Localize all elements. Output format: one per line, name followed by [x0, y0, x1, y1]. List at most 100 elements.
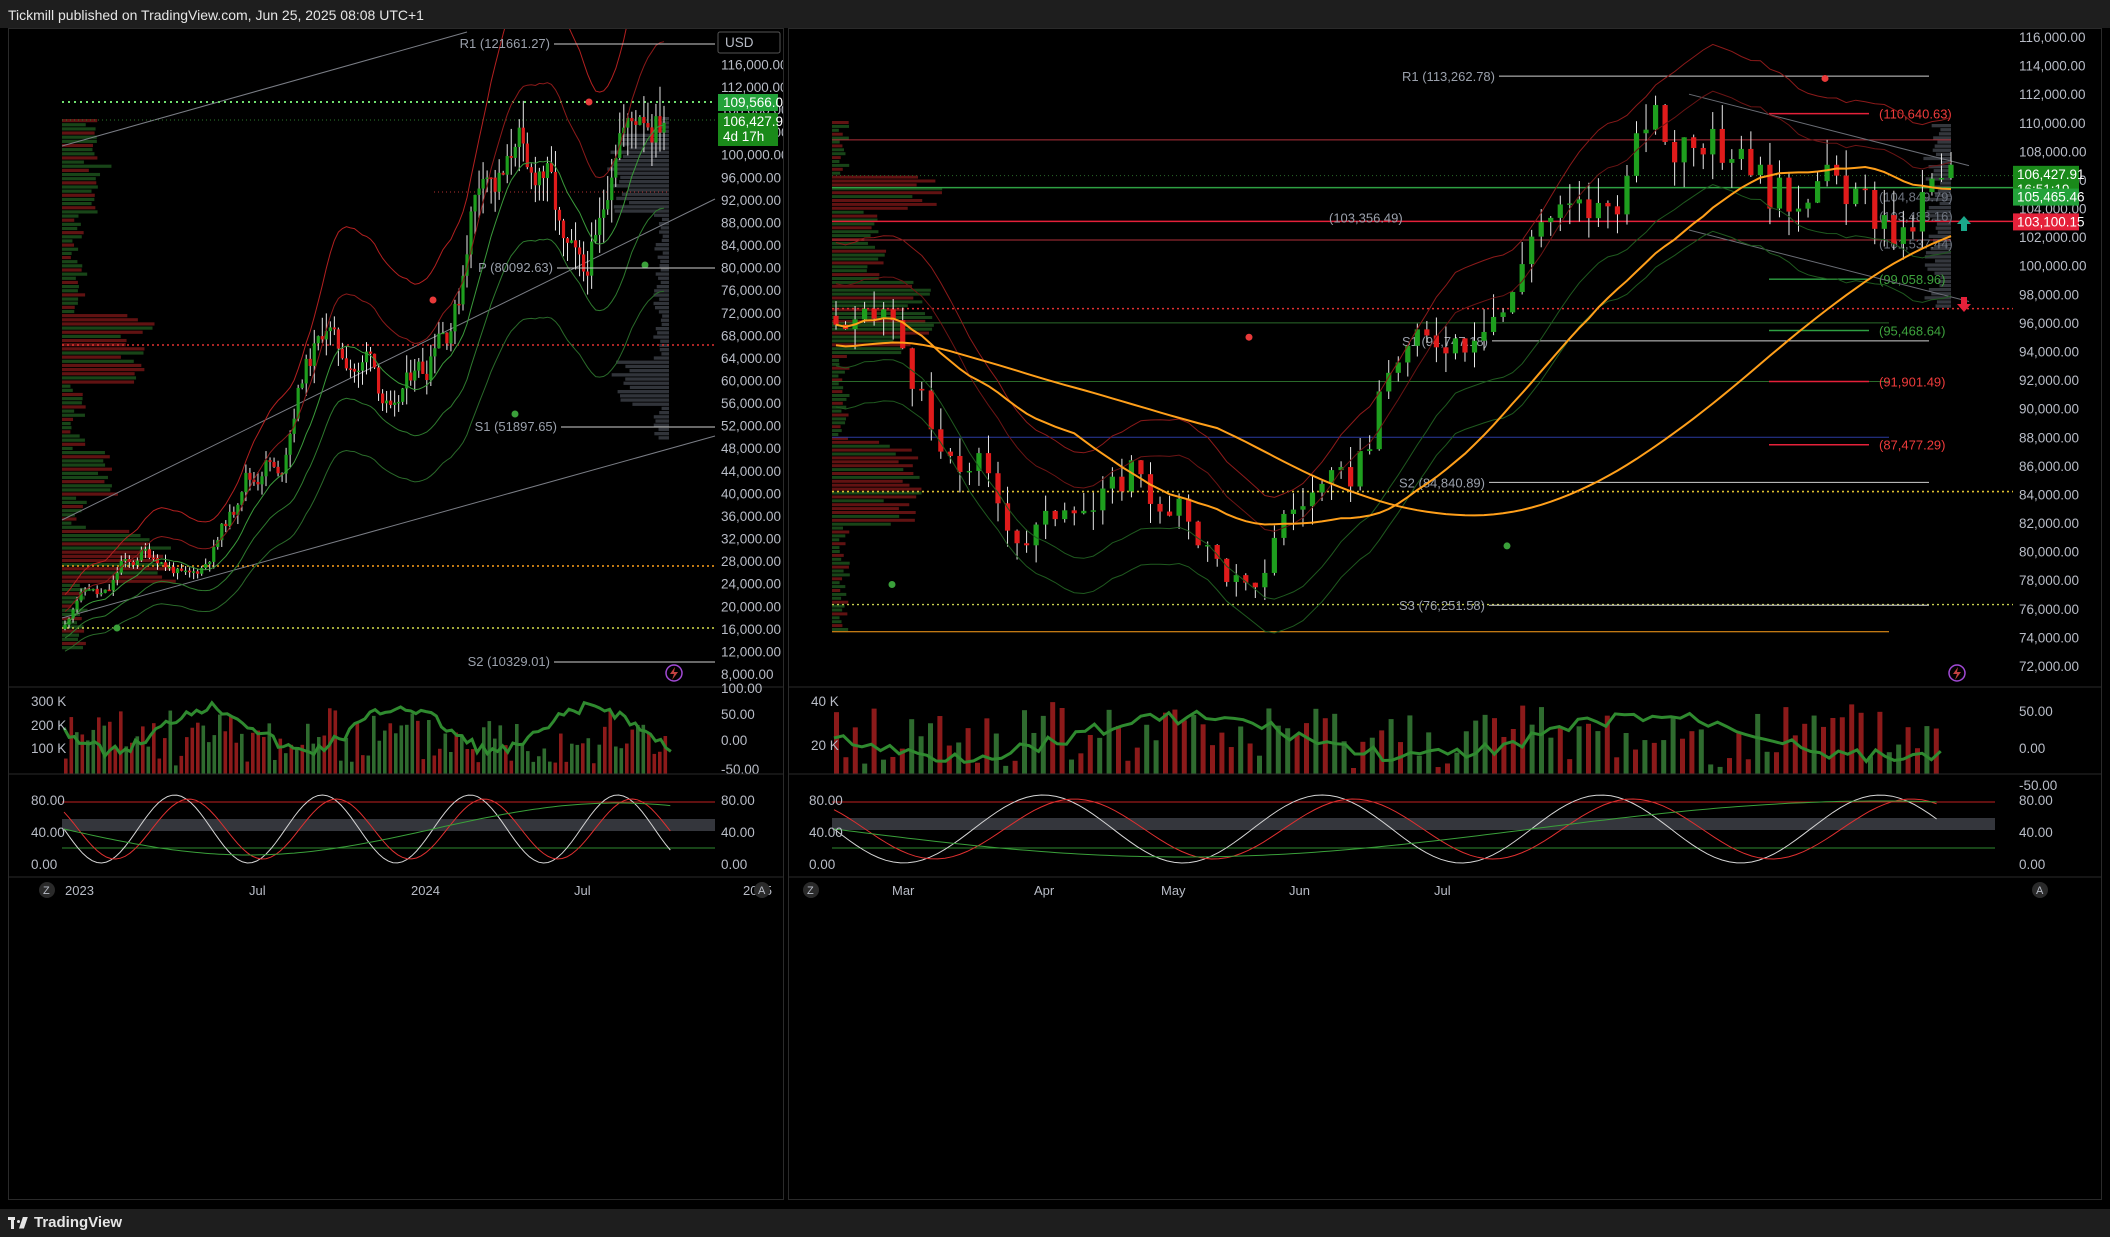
left-chart-svg[interactable]: R1 (121661.27) P (80092.63) S1 (51897.65) S…: [9, 29, 783, 1199]
currency-selector-label[interactable]: USD: [725, 35, 754, 50]
oscillator-axis-tick: -50.00: [721, 762, 759, 777]
volume-bar: [1520, 705, 1526, 774]
candle-body: [240, 492, 244, 505]
volume-bar: [1755, 713, 1761, 774]
volume-bar: [476, 762, 481, 774]
zoom-button-label[interactable]: Z: [807, 885, 814, 897]
oscillator-axis-tick: 100.00: [721, 681, 762, 696]
volume-bar: [1473, 720, 1479, 774]
volume-profile-bar: [62, 264, 83, 268]
auto-scale-button-bg[interactable]: [754, 882, 770, 898]
volume-profile-bar-right: [660, 259, 669, 264]
volume-bar: [1764, 751, 1770, 774]
candle-body: [976, 453, 982, 471]
auto-scale-button-label[interactable]: A: [758, 885, 766, 897]
volume-profile-bar: [832, 530, 850, 534]
signal-dot: [429, 296, 437, 304]
price-axis-tick: 74,000.00: [2019, 630, 2079, 645]
volume-profile-bar: [62, 392, 83, 397]
candle-body: [1710, 128, 1716, 155]
volume-profile-bar-right: [659, 297, 669, 301]
volume-profile-bar: [62, 255, 71, 260]
volume-bar: [1689, 731, 1695, 774]
bollinger-lower-inner: [835, 184, 1952, 600]
candle-body: [324, 331, 328, 340]
volume-bar: [1839, 717, 1845, 774]
volume-profile-bar: [62, 355, 121, 359]
right-chart-svg[interactable]: R1 (113,262.78)S1 (94,747.18)S2 (84,840.…: [789, 29, 2101, 1199]
volume-bar: [1247, 743, 1253, 774]
volume-profile-bar: [62, 492, 118, 496]
volume-profile-bar: [832, 460, 899, 464]
tradingview-brand[interactable]: TradingView: [8, 1214, 122, 1231]
candle-body: [296, 387, 300, 419]
auto-scale-button-bg[interactable]: [2032, 882, 2048, 898]
volume-bar: [493, 738, 497, 774]
lightning-alert-icon[interactable]: [1948, 664, 1966, 682]
volume-bar: [625, 743, 629, 774]
level-green-label: (95,468.64): [1879, 324, 1946, 339]
volume-profile-bar: [62, 322, 155, 326]
candle-body: [280, 473, 284, 475]
volume-bar: [937, 716, 943, 774]
candle-body: [561, 220, 566, 239]
volume-profile-bar-right: [653, 335, 669, 339]
volume-profile-bar: [832, 191, 942, 195]
volume-profile-bar: [62, 496, 77, 500]
zoom-button-bg[interactable]: [39, 882, 55, 898]
publish-title: Tickmill published on TradingView.com, J…: [8, 7, 424, 23]
volume-bar: [1257, 755, 1262, 774]
volume-bar: [174, 765, 178, 774]
volume-profile-bar: [62, 384, 71, 388]
left-chart-panel[interactable]: R1 (121661.27) P (80092.63) S1 (51897.65) S…: [8, 28, 784, 1200]
candle-body: [304, 358, 308, 384]
volume-bar: [146, 746, 151, 774]
volume-profile-bar: [62, 193, 95, 197]
right-chart-panel[interactable]: R1 (113,262.78) S1 (94,747.18) S2 (84,840.…: [788, 28, 2102, 1200]
stoch-axis-right-tick: 80.00: [721, 793, 755, 808]
candle-body: [497, 172, 501, 192]
volume-bar: [871, 708, 877, 774]
volume-profile-bar: [832, 491, 922, 495]
volume-profile-bar: [832, 581, 840, 585]
auto-scale-button-label[interactable]: A: [2036, 885, 2044, 897]
volume-bar: [196, 722, 200, 774]
volume-profile-bar: [62, 517, 77, 521]
volume-bar: [509, 760, 514, 774]
volume-profile-bar: [832, 300, 923, 304]
volume-profile-bar-right: [1932, 218, 1951, 222]
volume-profile-bar: [62, 471, 98, 475]
volume-profile-bar: [832, 331, 929, 335]
volume-profile-bar: [62, 421, 71, 426]
candle-body: [1023, 543, 1030, 546]
candle-body: [284, 454, 288, 474]
volume-profile-bar: [832, 222, 875, 226]
lightning-alert-icon[interactable]: [665, 664, 683, 682]
volume-profile-bar: [62, 542, 148, 546]
volume-profile-bar: [62, 637, 78, 641]
candle-body: [1386, 372, 1392, 392]
zoom-button-label[interactable]: Z: [43, 885, 50, 897]
volume-bar: [1623, 733, 1629, 774]
level-red-label: (91,901.49): [1879, 374, 1946, 389]
volume-bar: [1614, 757, 1620, 774]
volume-profile-bar-right: [658, 276, 669, 280]
volume-bar: [1360, 741, 1366, 774]
price-axis-tick: 40,000.00: [721, 486, 781, 501]
price-axis-tick: 116,000.00: [2019, 30, 2086, 45]
volume-profile-bar-right: [1936, 300, 1951, 304]
volume-profile-bar: [832, 132, 843, 136]
zoom-button-bg[interactable]: [803, 882, 819, 898]
volume-bar: [1050, 702, 1056, 774]
volume-profile-bar-right: [632, 402, 669, 406]
volume-profile-bar: [62, 160, 84, 164]
currency-selector-box[interactable]: [717, 31, 781, 54]
candle-body: [352, 368, 357, 372]
candle-body: [409, 372, 413, 381]
oscillator-axis-tick: 0.00: [2019, 741, 2045, 756]
volume-profile-bar: [62, 446, 73, 451]
signal-dot: [641, 261, 649, 269]
candle-body: [401, 388, 405, 402]
candle-body: [521, 127, 525, 144]
candle-body: [871, 308, 877, 319]
